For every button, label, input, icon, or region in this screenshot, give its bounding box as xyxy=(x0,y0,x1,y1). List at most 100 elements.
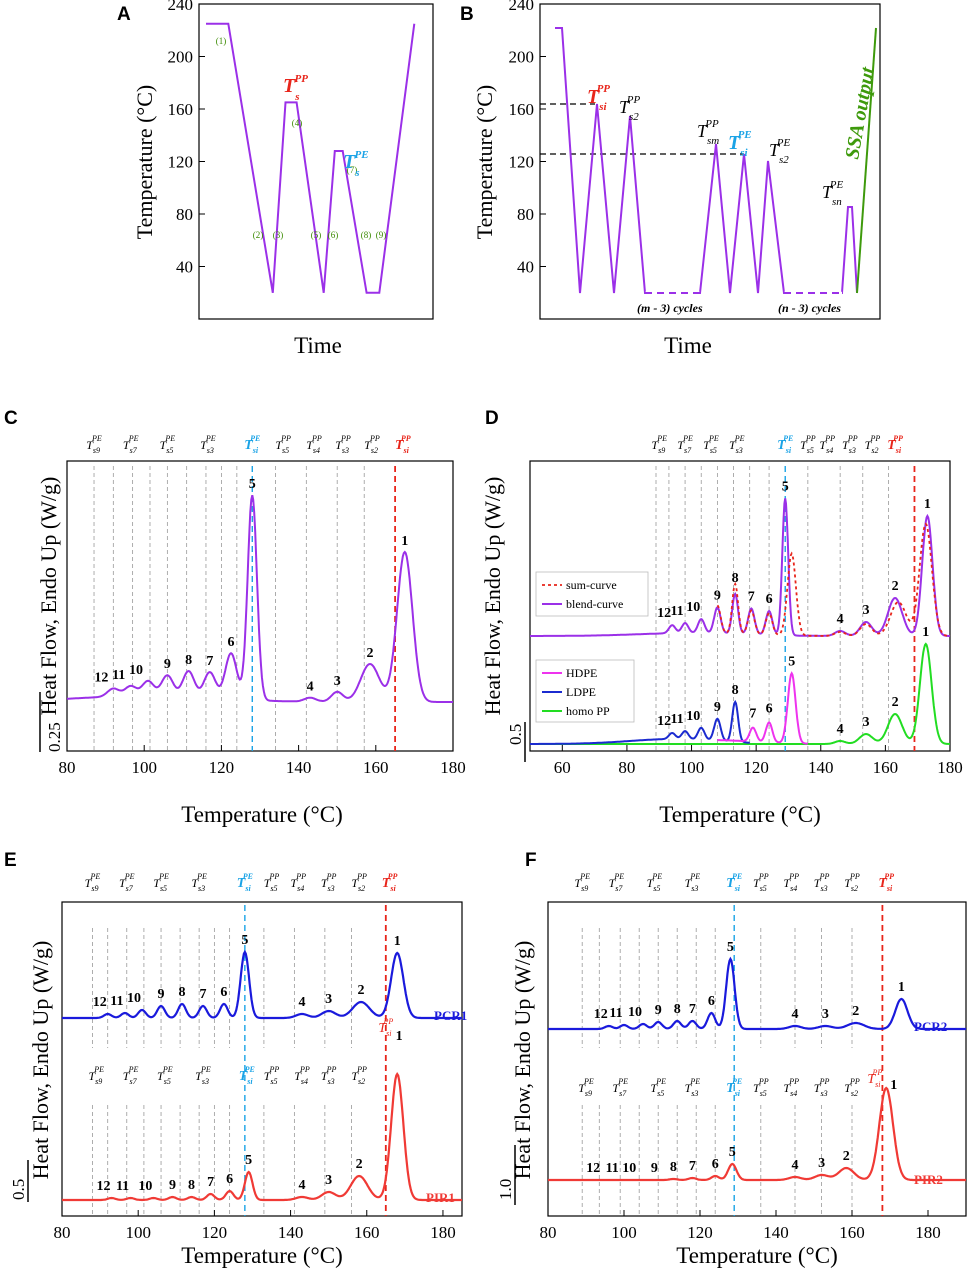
panel-f-xtick-label: 100 xyxy=(611,1223,637,1242)
panel-e-scale-label: 0.5 xyxy=(9,1179,28,1200)
panel-b-n-cycles: (n - 3) cycles xyxy=(778,301,841,315)
panel-e-temp-label: Ts9PE xyxy=(88,1065,104,1086)
panel-f-temp-label: Ts5PP xyxy=(753,1077,769,1098)
panel-d-xtick-label: 80 xyxy=(618,758,635,777)
panel-letter-a: A xyxy=(117,4,131,25)
panel-d-xlabel: Temperature (°C) xyxy=(659,802,820,827)
legend-sum-label: sum-curve xyxy=(566,578,617,592)
panel-d-top-peak-label: 6 xyxy=(766,592,773,607)
panel-d-bottom-peak-label: 2 xyxy=(892,695,899,710)
panel-f-pcr-peak-label: 1 xyxy=(898,980,905,995)
panel-b-ytick-label: 200 xyxy=(509,48,535,67)
panel-e-pir1-tag: PIR1 xyxy=(426,1190,455,1205)
legend-hdpe-label: HDPE xyxy=(566,666,597,680)
panel-f-pcr-peak-label: 9 xyxy=(655,1003,662,1018)
panel-c-xtick-label: 120 xyxy=(209,758,235,777)
panel-c-xtick-label: 180 xyxy=(440,758,466,777)
panel-d-xtick-label: 180 xyxy=(937,758,963,777)
panel-f-pcr-peak-label: 7 xyxy=(689,1002,696,1017)
panel-b-ylabel: Temperature (°C) xyxy=(472,85,497,239)
panel-b-ytick-label: 80 xyxy=(517,205,534,224)
panel-e-temp-label: TsiPE xyxy=(239,1065,255,1086)
panel-c-peak-label: 12 xyxy=(94,670,108,685)
panel-c-xtick-label: 100 xyxy=(131,758,157,777)
panel-c-temp-label: Ts5PE xyxy=(160,434,176,455)
panel-b-protocol-chart: 40 80 120 160 200 240 Time Temperature (°C) (… xyxy=(472,0,881,358)
panel-f-temp-label: Ts4PP xyxy=(783,1077,799,1098)
panel-f-temp-label: Ts4PP xyxy=(783,872,799,893)
panel-b-m-cycles: (m - 3) cycles xyxy=(637,301,703,315)
panel-f-temp-label: Ts7PE xyxy=(609,872,625,893)
panel-c-frame xyxy=(66,460,454,752)
panel-e-pir-peak-label: 12 xyxy=(97,1179,111,1194)
panel-e-temp-label: Ts4PP xyxy=(294,1065,310,1086)
panel-d-top-peak-label: 8 xyxy=(732,571,739,586)
panel-c-temp-label: Ts9PE xyxy=(86,434,102,455)
panel-d-xtick-label: 120 xyxy=(743,758,769,777)
panel-e-temp-label: Ts3PP xyxy=(321,872,337,893)
panel-b-tsipp-label: TsiPP xyxy=(587,83,610,113)
panel-d-temp-label: Ts9PE xyxy=(651,434,667,455)
panel-f-pir-peak-label: 8 xyxy=(670,1160,677,1175)
panel-c-blend-chart: Ts9PE Ts7PE Ts5PE Ts3PE TsiPE Ts5PP Ts4PP Ts3PP… xyxy=(36,434,466,827)
panel-c-xtick-label: 80 xyxy=(59,758,76,777)
panel-d-temp-label: Ts2PP xyxy=(865,434,881,455)
panel-f-pir-tsipp-label: TsiPP xyxy=(867,1068,882,1089)
panel-f-pcr2-curve xyxy=(548,956,966,1031)
panel-e-pcr-peak-label: 5 xyxy=(241,933,248,948)
panel-a-ytick-label: 240 xyxy=(168,0,194,14)
panel-a-ytick-label: 200 xyxy=(168,48,194,67)
panel-letter-c: C xyxy=(4,408,18,429)
panel-e-pir1-curve xyxy=(62,1071,462,1202)
panel-e-temp-label: Ts5PP xyxy=(264,872,280,893)
panel-e-xtick-label: 120 xyxy=(202,1223,228,1242)
panel-f-pir-peak-label: 2 xyxy=(843,1149,850,1164)
panel-e-temp-label: Ts2PP xyxy=(351,872,367,893)
panel-d-sum-curve xyxy=(716,522,951,637)
panel-d-xtick-label: 60 xyxy=(554,758,571,777)
panel-d-frame xyxy=(529,460,951,752)
panel-c-temp-label: Ts3PE xyxy=(200,434,216,455)
panel-f-pir-peak-label: 5 xyxy=(729,1145,736,1160)
panel-f-temp-label: Ts2PP xyxy=(844,1077,860,1098)
panel-e-pir-peak-label: 2 xyxy=(356,1157,363,1172)
panel-f-frame xyxy=(547,901,967,1217)
panel-e-pcr-peak-label: 1 xyxy=(394,934,401,949)
panel-f-pir-peak-label: 11 xyxy=(606,1161,619,1176)
panel-a-xlabel: Time xyxy=(294,333,342,358)
panel-d-homopp-curve xyxy=(530,642,950,745)
panel-f-temp-label: Ts3PP xyxy=(814,872,830,893)
panel-d-components-chart: Ts9PE Ts7PE Ts5PE Ts3PE TsiPE Ts5PP Ts4PP Ts3PP… xyxy=(480,434,963,827)
panel-f-pcr-peak-label: 12 xyxy=(594,1007,608,1022)
panel-e-pcr1-tag: PCR1 xyxy=(434,1008,467,1023)
panel-f-pir-peak-label: 1 xyxy=(890,1078,897,1093)
panel-d-bottom-peak-label: 6 xyxy=(766,701,773,716)
panel-a-ylabel: Temperature (°C) xyxy=(132,85,157,239)
panel-e-pir-peak-label: 6 xyxy=(226,1172,233,1187)
panel-a-ytick-label: 160 xyxy=(168,100,194,119)
panel-d-top-peak-label: 7 xyxy=(748,589,755,604)
panel-f-pir-peak-label: 6 xyxy=(712,1157,719,1172)
panel-d-temp-label: TsiPP xyxy=(887,434,903,455)
panel-f-temp-label: Ts5PP xyxy=(753,872,769,893)
panel-e-temp-label: Ts3PE xyxy=(195,1065,211,1086)
panel-a-step-label: (4) xyxy=(292,118,303,128)
panel-e-pcr-peak-label: 8 xyxy=(179,985,186,1000)
panel-d-bottom-peak-label: 9 xyxy=(714,700,721,715)
panel-letter-f: F xyxy=(525,850,537,871)
panel-c-peak-label: 6 xyxy=(228,635,235,650)
panel-b-ts2pe-label: Ts2PE xyxy=(769,137,791,166)
panel-b-tsipe-label: TsiPE xyxy=(728,129,752,159)
panel-a-step-label: (9) xyxy=(376,230,387,240)
panel-f-pir-peak-label: 7 xyxy=(689,1159,696,1174)
panel-d-xtick-label: 140 xyxy=(808,758,834,777)
panel-d-bottom-peak-label: 12 xyxy=(657,714,671,729)
panel-c-peak-label: 10 xyxy=(129,663,143,678)
panel-f-pcr-peak-label: 3 xyxy=(822,1007,829,1022)
panel-letter-d: D xyxy=(485,408,499,429)
panel-c-peak-label: 9 xyxy=(164,657,171,672)
panel-d-temp-label: Ts5PE xyxy=(703,434,719,455)
panel-d-bottom-peak-label: 10 xyxy=(686,709,700,724)
panel-e-temp-label: Ts3PE xyxy=(191,872,207,893)
panel-e-pcr-peak-label: 3 xyxy=(325,992,332,1007)
